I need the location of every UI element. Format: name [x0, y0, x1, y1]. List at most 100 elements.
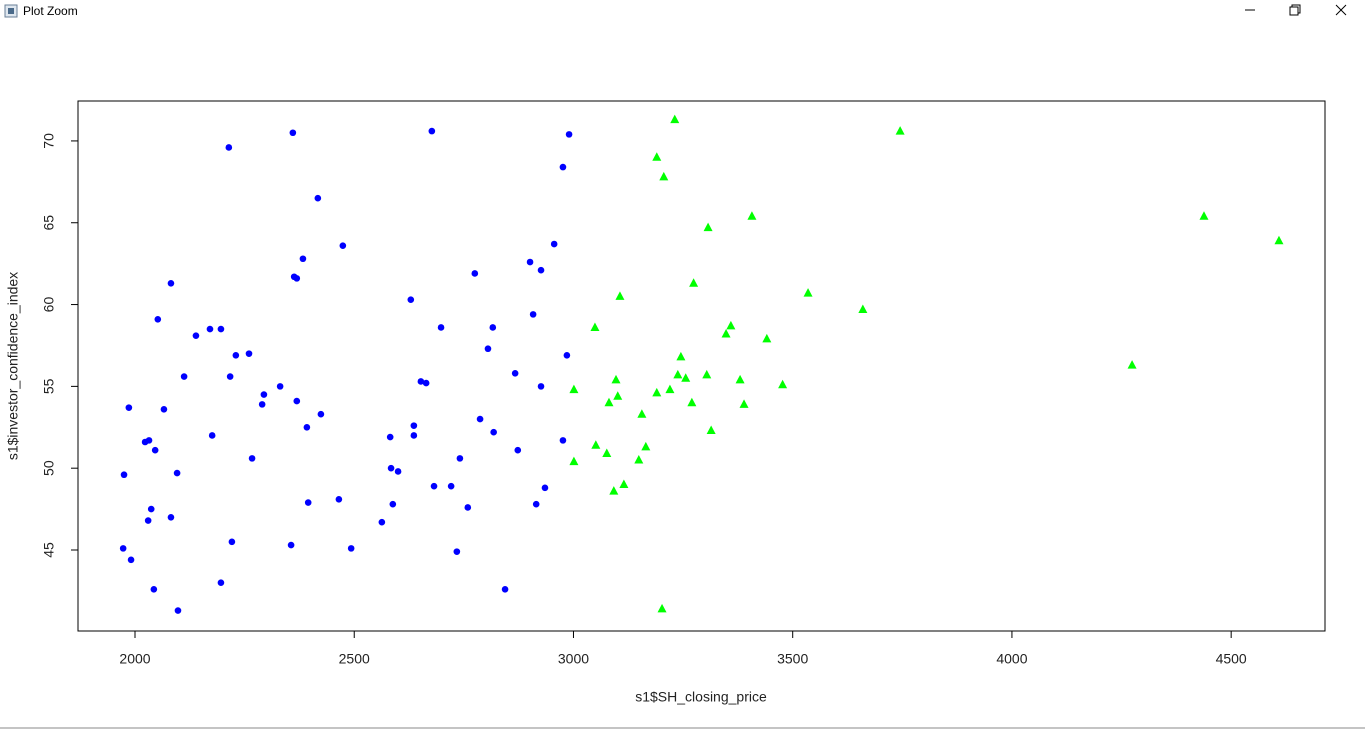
- x-tick-label: 4000: [996, 651, 1027, 667]
- point: [471, 270, 479, 277]
- point: [125, 404, 133, 411]
- window-icon: [4, 4, 18, 18]
- point: [652, 152, 662, 161]
- point: [659, 171, 669, 181]
- point: [858, 304, 868, 313]
- point: [167, 279, 175, 287]
- x-axis-label: s1$SH_closing_price: [635, 689, 767, 705]
- x-tick-label: 3000: [558, 651, 589, 667]
- point: [559, 437, 567, 444]
- point: [501, 585, 509, 593]
- x-tick-label: 2000: [119, 651, 150, 667]
- y-axis-label: s1$investor_confidence_index: [5, 272, 21, 460]
- point: [248, 455, 256, 462]
- point: [299, 255, 307, 263]
- point: [703, 222, 713, 232]
- point: [563, 351, 571, 359]
- point: [410, 422, 418, 429]
- y-tick-label: 55: [41, 378, 57, 394]
- point: [529, 311, 537, 318]
- point: [803, 288, 813, 297]
- point: [604, 397, 614, 407]
- point: [260, 391, 268, 398]
- point: [232, 351, 240, 359]
- point: [430, 482, 438, 490]
- point: [476, 415, 484, 423]
- point: [569, 384, 579, 394]
- point: [689, 278, 699, 287]
- point: [641, 441, 651, 451]
- point: [293, 397, 301, 405]
- y-tick-label: 60: [41, 297, 57, 313]
- point: [613, 391, 623, 400]
- point: [541, 484, 549, 492]
- point: [1274, 235, 1284, 245]
- point: [489, 324, 497, 331]
- y-tick-label: 45: [41, 542, 57, 558]
- point: [676, 351, 686, 361]
- point: [180, 373, 188, 380]
- point: [226, 373, 234, 380]
- point: [739, 399, 749, 408]
- point: [192, 332, 200, 339]
- point: [437, 324, 445, 331]
- point: [1199, 211, 1209, 220]
- point: [591, 440, 601, 449]
- point: [721, 329, 731, 338]
- point: [665, 384, 675, 394]
- point: [407, 296, 415, 303]
- window-title: Plot Zoom: [23, 4, 78, 18]
- point: [537, 383, 545, 390]
- point: [747, 211, 757, 220]
- point: [537, 266, 545, 274]
- point: [225, 144, 233, 151]
- y-tick-label: 70: [41, 133, 57, 149]
- point: [217, 579, 225, 587]
- point: [565, 131, 573, 138]
- point: [1127, 360, 1137, 369]
- point: [526, 258, 534, 266]
- point: [428, 127, 436, 135]
- point: [167, 513, 175, 521]
- point: [287, 541, 295, 549]
- close-button[interactable]: [1335, 4, 1347, 16]
- point: [144, 517, 152, 524]
- y-tick-label: 65: [41, 215, 57, 231]
- point: [127, 556, 135, 564]
- x-tick-label: 4500: [1216, 651, 1247, 667]
- point: [652, 387, 662, 397]
- point: [245, 350, 253, 357]
- point: [389, 500, 397, 508]
- point: [514, 446, 522, 454]
- point: [119, 545, 127, 552]
- point: [550, 240, 558, 248]
- point: [484, 345, 492, 353]
- point: [150, 585, 158, 593]
- point: [174, 607, 182, 614]
- point: [160, 405, 168, 413]
- restore-button[interactable]: [1289, 4, 1301, 16]
- point: [147, 505, 155, 513]
- point: [217, 325, 225, 333]
- point: [569, 456, 579, 466]
- point: [386, 433, 394, 441]
- point: [303, 423, 311, 431]
- point: [208, 432, 216, 439]
- point: [447, 482, 455, 490]
- point: [314, 194, 322, 202]
- point: [609, 486, 619, 495]
- point: [895, 126, 905, 135]
- point: [206, 325, 214, 333]
- point: [657, 603, 667, 613]
- plot-box: [77, 100, 1326, 632]
- point: [687, 397, 697, 407]
- point: [335, 495, 343, 503]
- point: [726, 320, 736, 330]
- point: [735, 374, 745, 384]
- point: [532, 500, 540, 508]
- point: [228, 538, 236, 546]
- point: [634, 455, 644, 464]
- point: [339, 242, 347, 249]
